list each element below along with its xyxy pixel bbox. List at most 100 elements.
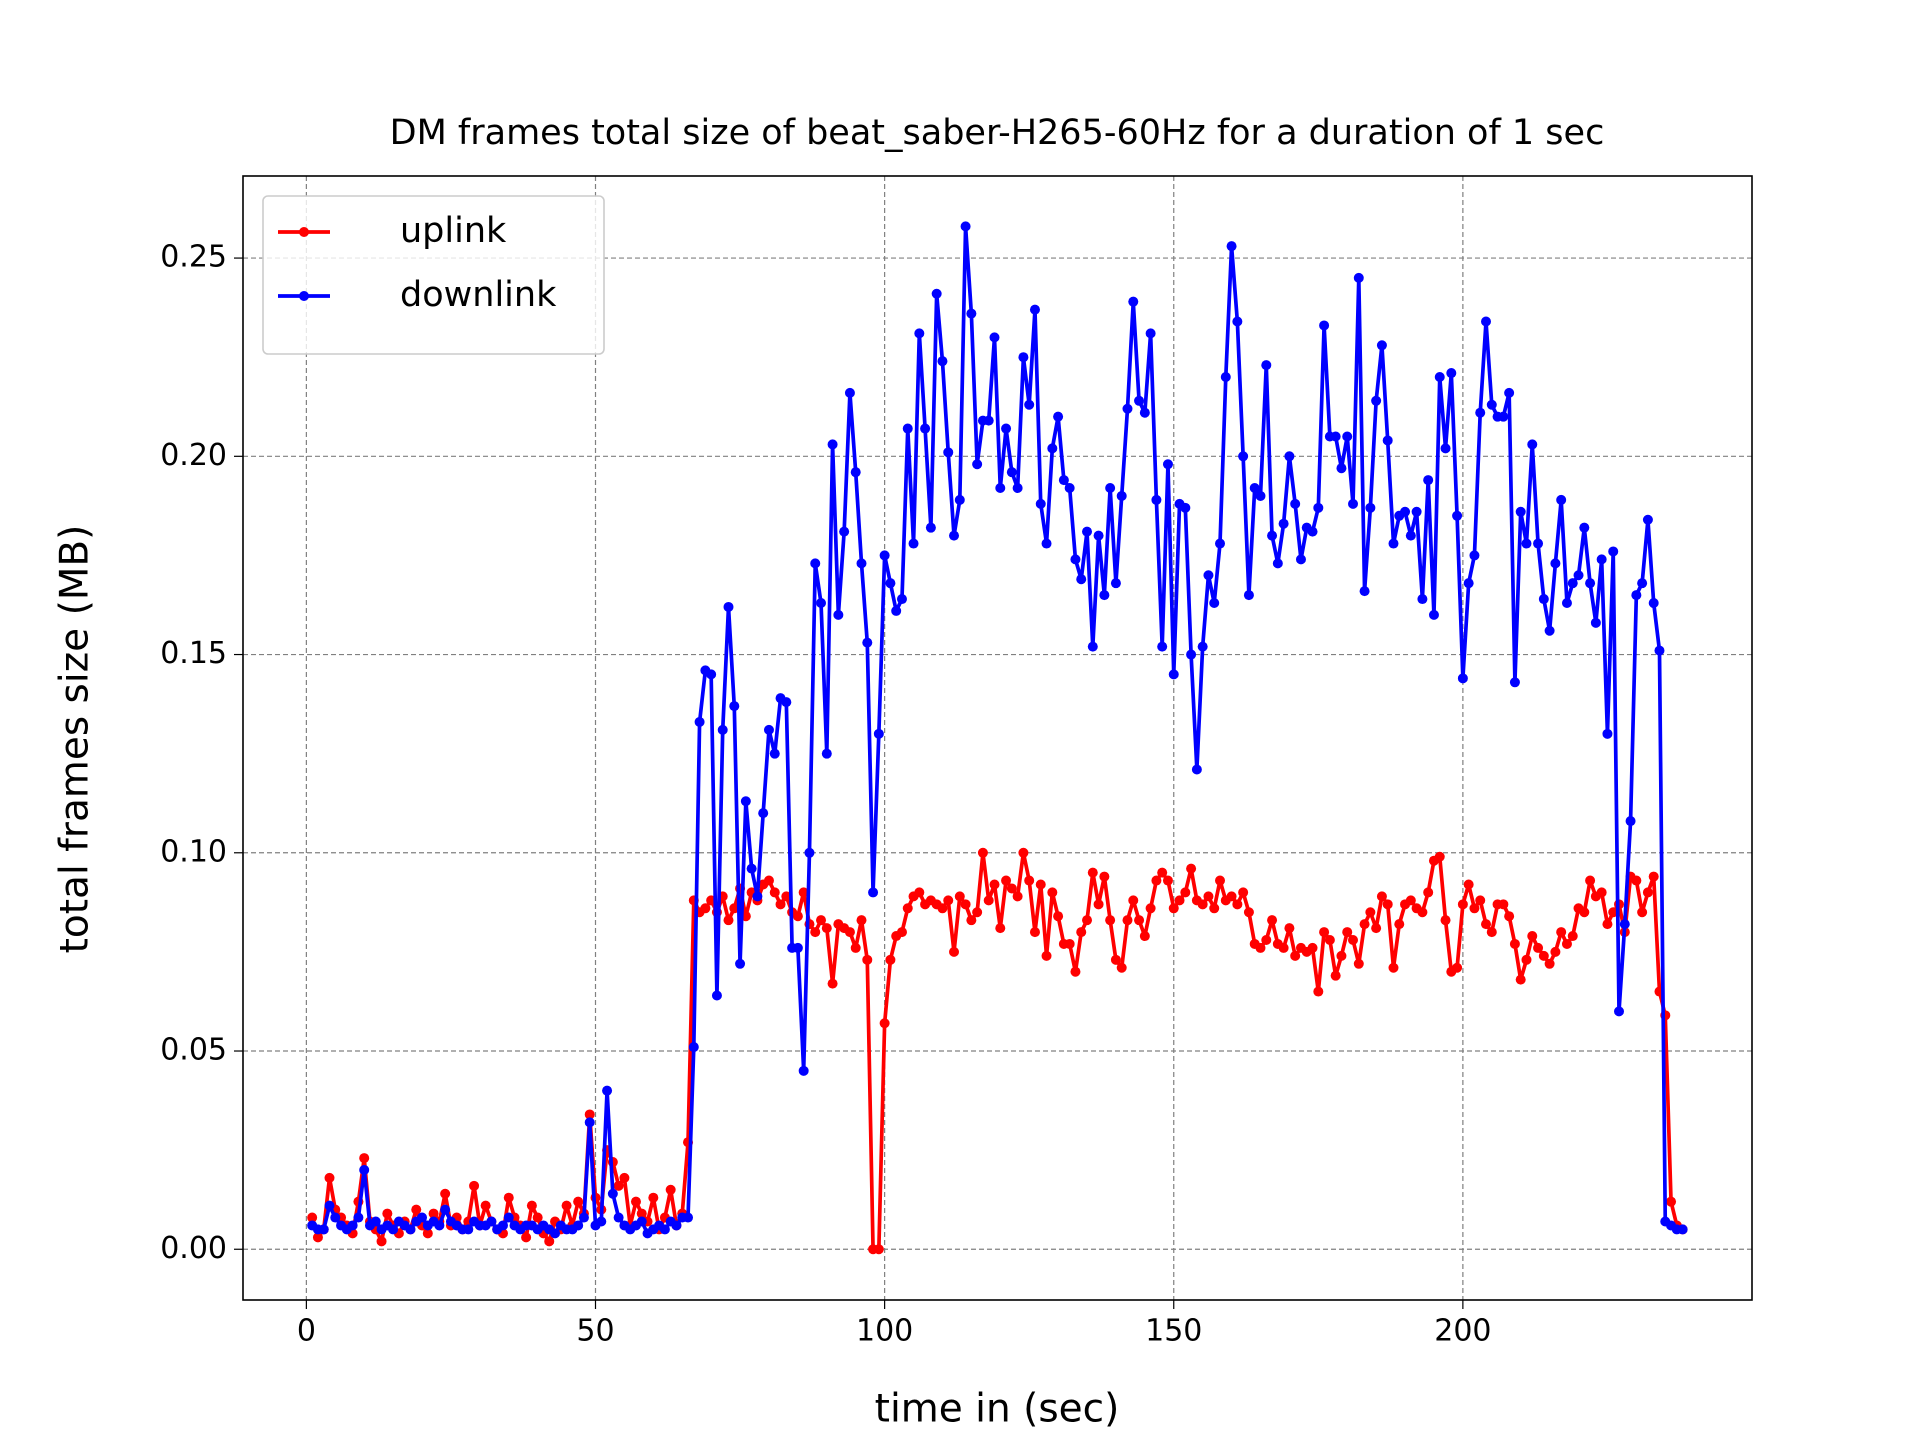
data-point [1064, 938, 1075, 949]
data-point [1544, 958, 1555, 969]
data-point [1203, 891, 1214, 902]
data-point [1238, 887, 1249, 898]
data-point [1561, 598, 1572, 609]
data-point [1082, 915, 1093, 926]
data-point [376, 1236, 387, 1247]
data-point [1151, 875, 1162, 886]
data-point [1637, 578, 1648, 589]
data-point [532, 1212, 543, 1223]
data-point [1255, 490, 1266, 501]
data-point [1631, 875, 1642, 886]
data-point [839, 526, 850, 537]
data-point [1001, 423, 1012, 434]
data-point [584, 1109, 595, 1120]
data-point [914, 887, 925, 898]
data-point [706, 669, 717, 680]
data-point [1024, 875, 1035, 886]
data-point [1243, 907, 1254, 918]
data-point [1070, 966, 1081, 977]
data-point [798, 887, 809, 898]
data-point [827, 978, 838, 989]
data-point [989, 879, 1000, 890]
data-point [353, 1212, 364, 1223]
data-point [1295, 554, 1306, 565]
data-point [613, 1180, 624, 1191]
data-point [1134, 395, 1145, 406]
data-point [388, 1224, 399, 1235]
data-point [758, 808, 769, 819]
data-point [1215, 875, 1226, 886]
data-point [1463, 879, 1474, 890]
data-point [954, 891, 965, 902]
data-point [1029, 304, 1040, 315]
data-point [578, 1212, 589, 1223]
data-point [1249, 483, 1260, 494]
data-point [1290, 498, 1301, 509]
data-point [1232, 899, 1243, 910]
data-point [1417, 594, 1428, 605]
data-point [983, 895, 994, 906]
data-point [1463, 578, 1474, 589]
data-point [810, 927, 821, 938]
data-point [1047, 887, 1058, 898]
data-point [1122, 403, 1133, 414]
data-point [1064, 483, 1075, 494]
data-point [1515, 506, 1526, 517]
data-point [1197, 899, 1208, 910]
data-point [1215, 538, 1226, 549]
data-point [914, 328, 925, 339]
data-point [1076, 574, 1087, 585]
data-point [1579, 907, 1590, 918]
data-point [318, 1224, 329, 1235]
data-point [1608, 546, 1619, 557]
data-point [1590, 617, 1601, 628]
data-point [359, 1164, 370, 1175]
data-point [1278, 518, 1289, 529]
data-point [816, 915, 827, 926]
data-point [1533, 538, 1544, 549]
data-point [920, 423, 931, 434]
data-point [1596, 554, 1607, 565]
data-point [613, 1212, 624, 1223]
data-point [1041, 538, 1052, 549]
data-point [943, 895, 954, 906]
legend-label: uplink [400, 211, 507, 251]
data-point [995, 923, 1006, 934]
data-point [816, 598, 827, 609]
data-point [723, 601, 734, 612]
data-point [688, 1042, 699, 1053]
data-point [1330, 431, 1341, 442]
data-point [1521, 538, 1532, 549]
data-point [711, 990, 722, 1001]
data-point [1457, 673, 1468, 684]
data-point [324, 1172, 335, 1183]
data-point [1434, 851, 1445, 862]
data-point [1006, 467, 1017, 478]
data-point [1012, 891, 1023, 902]
data-point [1087, 641, 1098, 652]
y-tick-label: 0.15 [160, 636, 227, 671]
data-point [729, 701, 740, 712]
data-point [1527, 439, 1538, 450]
data-point [671, 1220, 682, 1231]
data-point [763, 875, 774, 886]
data-point [1035, 498, 1046, 509]
data-point [1162, 875, 1173, 886]
y-tick-label: 0.20 [160, 438, 227, 473]
data-point [596, 1216, 607, 1227]
legend-box [262, 195, 605, 355]
x-tick-label: 0 [297, 1314, 316, 1349]
data-point [1353, 272, 1364, 283]
data-point [1324, 935, 1335, 946]
data-point [989, 332, 1000, 343]
data-point [931, 288, 942, 299]
data-point [1527, 931, 1538, 942]
data-point [1319, 320, 1330, 331]
data-point [1116, 962, 1127, 973]
data-point [1509, 677, 1520, 688]
data-point [1307, 526, 1318, 537]
data-point [1509, 938, 1520, 949]
data-point [1515, 974, 1526, 985]
data-point [422, 1228, 433, 1239]
data-point [544, 1236, 555, 1247]
